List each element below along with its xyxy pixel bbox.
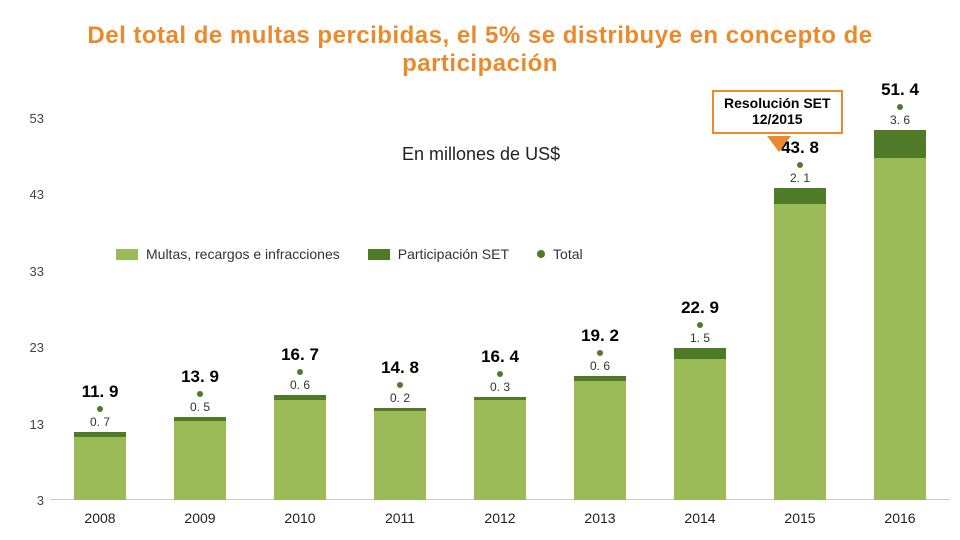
total-marker-dot — [397, 382, 403, 388]
bar-segment-participacion — [174, 417, 226, 421]
total-marker-dot — [297, 369, 303, 375]
y-axis-tick: 33 — [16, 264, 44, 279]
bar-segment-participacion — [774, 188, 826, 204]
participacion-value-label: 0. 5 — [150, 400, 250, 414]
chart-column: 0. 619. 22013 — [550, 118, 650, 500]
chart-column: 0. 316. 42012 — [450, 118, 550, 500]
bar-segment-participacion — [274, 395, 326, 400]
bar-segment-participacion — [474, 397, 526, 400]
bar-segment-multas — [574, 381, 626, 500]
total-value-label: 43. 8 — [750, 138, 850, 158]
chart-column: 1. 522. 92014 — [650, 118, 750, 500]
x-axis-label: 2015 — [750, 510, 850, 526]
bar-segment-multas — [874, 158, 926, 500]
bar-segment-multas — [274, 400, 326, 500]
x-axis-label: 2008 — [50, 510, 150, 526]
stacked-bar-chart: 0. 7 11. 9 2008 0. 5 13. 9 2009 0. 6 16. 7 2010 0… — [14, 118, 950, 526]
total-value-label: 13. 9 — [150, 367, 250, 387]
chart-column: 3. 651. 42016 — [850, 118, 950, 500]
chart-column: 0. 513. 92009 — [150, 118, 250, 500]
bar-segment-participacion — [74, 432, 126, 437]
y-axis-tick: 43 — [16, 187, 44, 202]
total-marker-dot — [697, 322, 703, 328]
total-value-label: 16. 7 — [250, 345, 350, 365]
bar-segment-participacion — [674, 348, 726, 359]
participacion-value-label: 0. 6 — [250, 378, 350, 392]
total-marker-dot — [797, 162, 803, 168]
page-title: Del total de multas percibidas, el 5% se… — [30, 22, 930, 78]
bar-segment-multas — [774, 204, 826, 500]
participacion-value-label: 0. 6 — [550, 359, 650, 373]
total-value-label: 22. 9 — [650, 298, 750, 318]
x-axis-label: 2014 — [650, 510, 750, 526]
total-value-label: 51. 4 — [850, 80, 950, 100]
total-marker-dot — [97, 406, 103, 412]
bar-segment-multas — [174, 421, 226, 500]
x-axis-label: 2013 — [550, 510, 650, 526]
total-value-label: 14. 8 — [350, 358, 450, 378]
bar-segment-multas — [74, 437, 126, 500]
chart-column: 0. 214. 82011 — [350, 118, 450, 500]
y-axis-tick: 13 — [16, 417, 44, 432]
x-axis-label: 2009 — [150, 510, 250, 526]
participacion-value-label: 0. 3 — [450, 380, 550, 394]
participacion-value-label: 3. 6 — [850, 113, 950, 127]
y-axis-tick: 53 — [16, 111, 44, 126]
x-axis-label: 2010 — [250, 510, 350, 526]
chart-plot-area: 0. 711. 920080. 513. 920090. 616. 720100… — [50, 118, 950, 500]
chart-column: 0. 616. 72010 — [250, 118, 350, 500]
chart-column: 2. 143. 82015 — [750, 118, 850, 500]
bar-segment-participacion — [374, 408, 426, 411]
total-marker-dot — [597, 350, 603, 356]
participacion-value-label: 0. 7 — [50, 415, 150, 429]
x-axis-label: 2012 — [450, 510, 550, 526]
y-axis-tick: 3 — [16, 493, 44, 508]
total-value-label: 11. 9 — [50, 382, 150, 402]
total-marker-dot — [897, 104, 903, 110]
total-value-label: 19. 2 — [550, 326, 650, 346]
bar-segment-multas — [674, 359, 726, 500]
chart-column: 0. 711. 92008 — [50, 118, 150, 500]
total-marker-dot — [197, 391, 203, 397]
bar-segment-participacion — [574, 376, 626, 381]
total-value-label: 16. 4 — [450, 347, 550, 367]
bar-segment-participacion — [874, 130, 926, 158]
callout-line-1: Resolución SET — [724, 95, 831, 111]
total-marker-dot — [497, 371, 503, 377]
y-axis-tick: 23 — [16, 340, 44, 355]
x-axis-label: 2016 — [850, 510, 950, 526]
participacion-value-label: 0. 2 — [350, 391, 450, 405]
participacion-value-label: 1. 5 — [650, 331, 750, 345]
x-axis-label: 2011 — [350, 510, 450, 526]
bar-segment-multas — [474, 400, 526, 500]
bar-segment-multas — [374, 411, 426, 500]
participacion-value-label: 2. 1 — [750, 171, 850, 185]
